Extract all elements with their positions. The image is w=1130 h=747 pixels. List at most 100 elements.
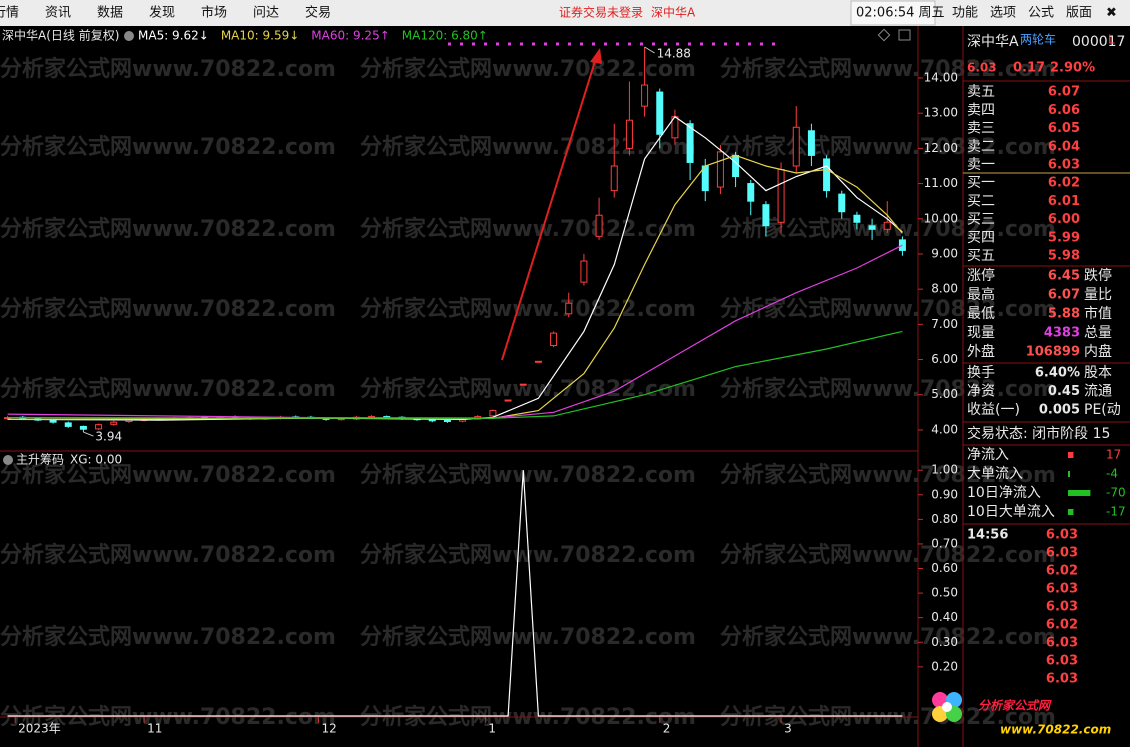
y-tick-label: 0.80	[931, 512, 958, 526]
ma-line	[7, 330, 903, 419]
watermark: 分析家公式网www.70822.com	[720, 542, 1056, 568]
flow-label: 10日大单流入	[967, 504, 1055, 520]
menu-item[interactable]: 发现	[149, 5, 175, 21]
watermark: 分析家公式网www.70822.com	[0, 542, 336, 568]
menu-stock: 深中华A	[651, 5, 696, 20]
close-button[interactable]: ✖	[1106, 6, 1117, 21]
stat-label: 最低	[967, 306, 995, 322]
x-tick-label: 11	[147, 722, 162, 736]
y-tick-label: 6.00	[931, 352, 958, 366]
y-tick-label: 4.00	[931, 422, 958, 436]
bid-price: 5.99	[1048, 230, 1080, 245]
fund-label-right: 流通	[1084, 384, 1112, 400]
menu-item[interactable]: 交易	[305, 5, 331, 21]
stock-tag: 两轮车	[1020, 32, 1056, 47]
ask-label: 卖三	[967, 121, 995, 137]
y-tick-label: 8.00	[931, 282, 958, 296]
flow-label: 净流入	[967, 447, 1009, 463]
fund-label-right: 股本	[1084, 365, 1112, 381]
legend-toggle[interactable]	[124, 31, 134, 41]
candle-body	[838, 193, 846, 213]
menu-item[interactable]: 行情	[0, 6, 19, 21]
tick-price: 6.03	[1046, 672, 1078, 687]
y-tick-label: 1.00	[931, 463, 958, 477]
fund-value: 6.40%	[1035, 366, 1080, 381]
indicator-value: XG: 0.00	[70, 453, 122, 467]
bid-price: 6.02	[1048, 176, 1080, 191]
y-tick-label: 0.60	[931, 561, 958, 575]
ma-line	[7, 115, 903, 421]
trade-state: 交易状态: 闭市阶段 15	[967, 425, 1110, 442]
menu-item[interactable]: 选项	[990, 6, 1016, 21]
logo-title: 分析家公式网	[978, 699, 1052, 713]
candle-body	[762, 204, 770, 227]
y-tick-label: 0.70	[931, 536, 958, 550]
diamond-icon[interactable]	[877, 28, 891, 42]
candle-body	[64, 422, 72, 427]
ask-price: 6.03	[1048, 158, 1080, 173]
watermark: 分析家公式网www.70822.com	[720, 624, 1056, 650]
watermark: 分析家公式网www.70822.com	[360, 134, 696, 160]
tick-price: 6.03	[1046, 582, 1078, 597]
candle-body	[443, 419, 451, 422]
tick-time: 14:56	[967, 528, 1008, 543]
watermark: 分析家公式网www.70822.com	[720, 134, 1056, 160]
candle-body	[580, 260, 588, 283]
ask-price: 6.07	[1048, 85, 1080, 100]
menu-item[interactable]: 数据	[97, 6, 123, 21]
flow-bar	[1068, 509, 1074, 515]
login-status: 证券交易未登录	[559, 5, 643, 20]
chart-title: 深中华A(日线 前复权)	[2, 28, 119, 43]
logo-center	[942, 702, 952, 712]
stat-value: 6.07	[1048, 288, 1080, 303]
indicator-line	[7, 470, 903, 717]
indicator-toggle[interactable]	[3, 455, 13, 465]
last-price: 6.03	[967, 61, 997, 75]
tick-price: 6.02	[1046, 618, 1078, 633]
flow-value: -17	[1106, 505, 1126, 519]
menu-item[interactable]: 资讯	[45, 6, 71, 21]
stat-value: 6.45	[1048, 269, 1080, 284]
menu-item[interactable]: 公式	[1028, 6, 1054, 21]
menu-item[interactable]: 市场	[201, 5, 227, 21]
candle-body	[898, 239, 906, 251]
watermark: 分析家公式网www.70822.com	[360, 56, 696, 82]
fund-value: 0.005	[1039, 403, 1080, 418]
menu-item[interactable]: 问达	[253, 6, 279, 21]
stock-code: 000017	[1072, 34, 1125, 50]
watermark: 分析家公式网www.70822.com	[360, 624, 696, 650]
watermark: 分析家公式网www.70822.com	[360, 376, 696, 402]
stat-label: 最高	[967, 286, 995, 303]
watermark: 分析家公式网www.70822.com	[720, 462, 1056, 488]
candle-body	[868, 225, 876, 230]
stat-value: 106899	[1026, 345, 1080, 360]
flow-value: -4	[1106, 467, 1118, 481]
candle-body	[489, 410, 497, 417]
watermark: 分析家公式网www.70822.com	[0, 134, 336, 160]
legend-entry: MA60: 9.25↑	[311, 29, 389, 43]
stock-flag: L	[1108, 33, 1115, 47]
y-tick-label: 0.40	[931, 610, 958, 624]
window-icon[interactable]	[898, 29, 911, 41]
bid-price: 6.00	[1048, 212, 1080, 227]
bid-label: 买三	[967, 212, 995, 228]
menu-item[interactable]: 功能	[952, 6, 978, 21]
stock-name: 深中华A	[967, 34, 1019, 50]
y-tick-label: 0.50	[931, 586, 958, 600]
legend-entry: MA120: 6.80↑	[402, 29, 488, 43]
candle-body	[853, 214, 861, 223]
bid-price: 6.01	[1048, 194, 1080, 209]
trend-arrow-head	[590, 48, 602, 64]
watermark: 分析家公式网www.70822.com	[360, 216, 696, 242]
candle-body	[534, 360, 542, 363]
indicator-title: 主升筹码	[16, 453, 64, 467]
y-tick-label: 9.00	[931, 246, 958, 260]
low-label: 3.94	[95, 430, 122, 444]
candle-body	[595, 214, 603, 237]
menu-item[interactable]: 版面	[1066, 6, 1092, 21]
watermark: 分析家公式网www.70822.com	[0, 462, 336, 488]
flow-bar	[1068, 490, 1091, 496]
x-tick-label: 1	[488, 722, 496, 736]
